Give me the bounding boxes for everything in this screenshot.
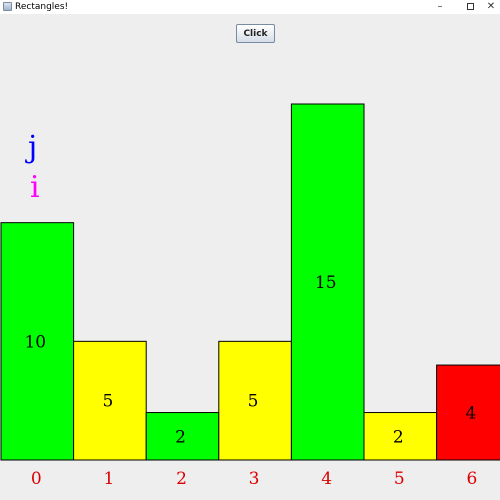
bar-3 [218,340,292,461]
bar-value-label: 4 [465,404,476,424]
bar-value-label: 2 [393,427,404,447]
bar-0 [0,222,75,461]
bar-value-label: 2 [175,427,186,447]
marker-j: j [28,130,38,165]
window-title: Rectangles! [15,2,69,12]
bar-value-label: 15 [315,273,337,293]
maximize-icon [466,3,474,10]
index-label: 1 [103,469,114,489]
click-button[interactable]: Click [236,24,275,43]
index-label: 6 [466,469,477,489]
marker-i: i [30,170,40,205]
bar-value-label: 5 [248,392,259,412]
index-label: 5 [394,469,405,489]
bar-value-label: 10 [24,332,46,352]
bar-4 [290,103,365,461]
minimize-button[interactable]: – [437,1,443,12]
index-label: 3 [249,469,260,489]
close-button[interactable]: ✕ [486,1,496,12]
index-label: 2 [176,469,187,489]
bar-1 [73,340,147,461]
bar-value-label: 5 [102,392,113,412]
maximize-button[interactable] [455,0,485,14]
title-bar: Rectangles! – ✕ [0,0,500,14]
app-icon [3,2,12,11]
bar-6 [436,364,500,461]
index-label: 4 [321,469,332,489]
index-label: 0 [31,469,42,489]
